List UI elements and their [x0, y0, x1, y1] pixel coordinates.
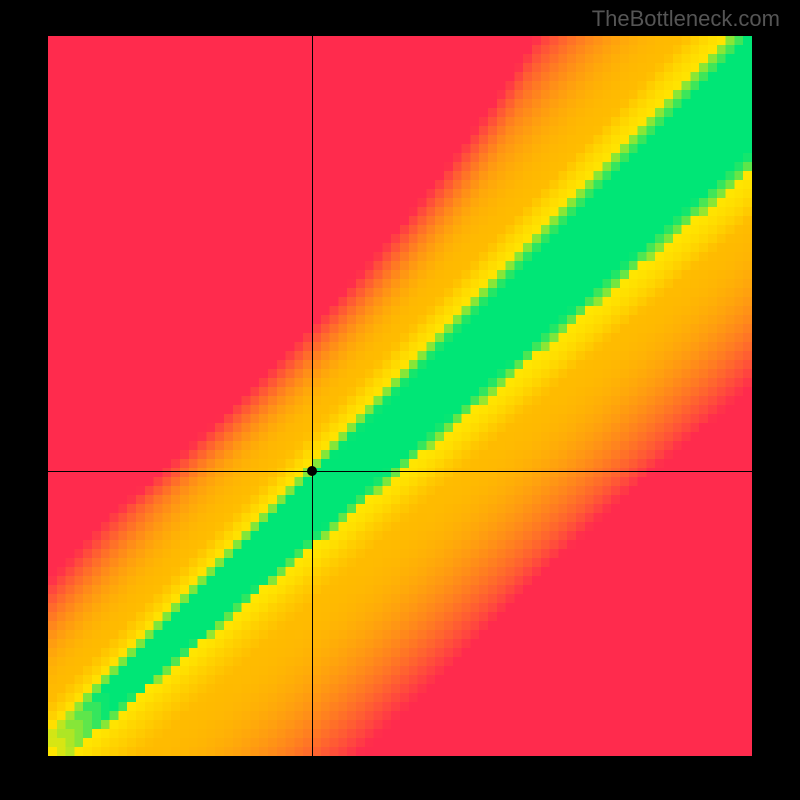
heatmap-canvas — [48, 36, 752, 756]
crosshair-horizontal — [48, 471, 752, 472]
crosshair-vertical — [312, 36, 313, 756]
marker-dot — [307, 466, 317, 476]
watermark-text: TheBottleneck.com — [592, 6, 780, 32]
plot-area — [48, 36, 752, 756]
